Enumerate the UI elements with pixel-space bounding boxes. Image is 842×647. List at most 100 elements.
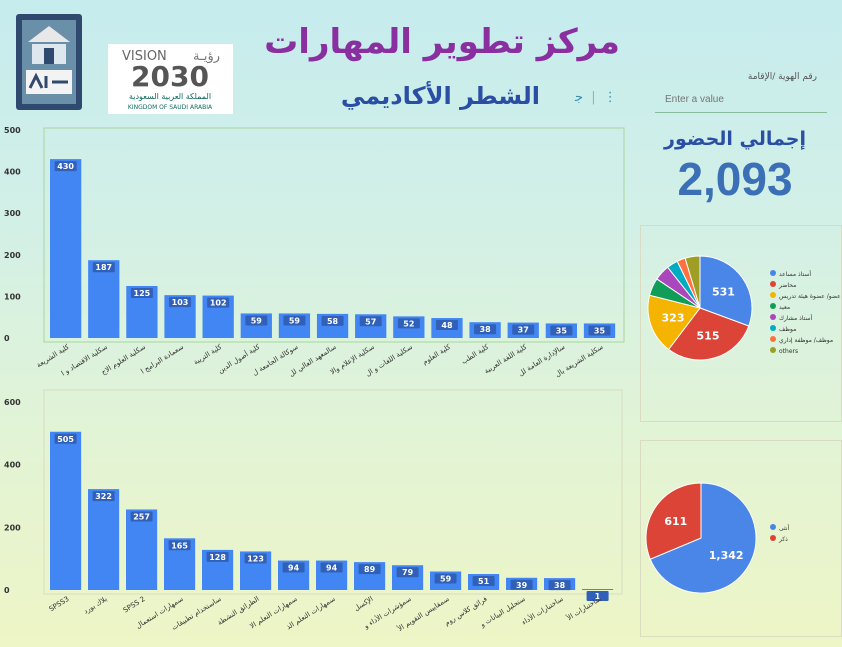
legend-label: أستاذ مشارك <box>779 314 812 322</box>
legend-dot <box>770 524 776 530</box>
data-label: 1 <box>595 592 601 601</box>
data-label-bg <box>435 320 458 331</box>
data-label-bg <box>130 511 153 522</box>
data-label-bg <box>359 316 382 327</box>
pie-slice <box>647 294 701 351</box>
bar <box>126 509 158 590</box>
data-label-bg <box>472 576 495 587</box>
gender-pie-panel: 1,342 611 أنثى ذكر <box>640 440 842 637</box>
data-label: 52 <box>403 319 414 328</box>
legend-dot <box>770 303 776 309</box>
data-label-bg <box>358 564 381 575</box>
legend-dot <box>770 292 776 298</box>
data-label: 58 <box>327 317 339 326</box>
data-label-bg <box>548 580 571 591</box>
slice-label: 531 <box>712 286 735 299</box>
vision-arabic-text: رؤيـة <box>193 49 220 64</box>
x-tick-label: SPSS 2 <box>122 595 147 615</box>
data-label: 94 <box>326 564 338 573</box>
data-label: 257 <box>133 512 150 521</box>
pie-slice <box>667 307 750 361</box>
x-tick-label: كلية التربية <box>192 343 224 367</box>
y-tick-label: 200 <box>4 251 21 260</box>
data-label-bg <box>245 315 268 326</box>
university-logo <box>16 14 82 110</box>
bar <box>88 489 120 590</box>
vision-text: VISION <box>122 49 167 64</box>
data-label: 37 <box>518 326 529 335</box>
y-tick-label: 0 <box>4 586 10 595</box>
rank-pie-panel: 531 515 323 أستاذ مساعد محاضر عضو/ عضوة هيئة … <box>640 225 842 422</box>
data-label: 39 <box>516 581 528 590</box>
legend-dot <box>770 314 776 320</box>
data-label-bg <box>588 325 611 336</box>
data-label-bg <box>169 297 192 308</box>
id-filter-label: رقم الهوية /الإقامة <box>747 72 817 82</box>
slice-label: 515 <box>697 329 720 342</box>
data-label: 59 <box>251 316 263 325</box>
x-tick-label: كلية الشريعة <box>35 343 71 370</box>
y-tick-label: 100 <box>4 292 21 301</box>
legend-label: موظف/ موظفة إداري <box>779 337 833 344</box>
y-tick-label: 0 <box>4 334 10 343</box>
data-label: 102 <box>210 299 227 308</box>
attendance-title: إجمالي الحضور <box>664 128 806 150</box>
data-label-bg <box>512 324 535 335</box>
id-filter[interactable]: رقم الهوية /الإقامة <box>655 66 827 113</box>
id-filter-input[interactable] <box>663 90 817 108</box>
bar <box>50 159 82 338</box>
translate-icon[interactable]: ﺟ <box>575 90 584 105</box>
data-label: 38 <box>480 325 492 334</box>
slice-label: 1,342 <box>709 549 744 562</box>
data-label-bg <box>434 573 457 584</box>
slice-label: 323 <box>662 311 685 324</box>
rank-pie-chart: 531 515 323 أستاذ مساعد محاضر عضو/ عضوة هيئة … <box>647 255 841 361</box>
data-label-bg <box>283 315 306 326</box>
data-label-bg <box>397 318 420 329</box>
pie-slice <box>699 255 753 327</box>
data-label-bg <box>206 551 229 562</box>
vision-2030-logo: VISION رؤيـة 2030 المملكة العربية السعود… <box>108 44 233 114</box>
x-tick-label: ساختبارات الأداء <box>520 594 565 627</box>
data-label: 57 <box>365 317 376 326</box>
data-label: 59 <box>440 575 452 584</box>
legend-label: معيد <box>779 304 790 311</box>
data-label-bg <box>282 562 305 573</box>
y-tick-label: 400 <box>4 168 21 177</box>
vision-year: 2030 <box>131 60 209 93</box>
data-label-bg <box>54 161 77 172</box>
data-label: 51 <box>478 577 490 586</box>
data-label: 128 <box>209 553 226 562</box>
data-label-bg <box>168 540 191 551</box>
x-tick-label: سعمادة البرامج ا <box>139 343 185 376</box>
courses-bar-chart: 0 200 400 600 505 SPSS3 322 بلاك بورد 257 SPSS 2 1… <box>4 389 623 633</box>
divider: | <box>591 90 596 105</box>
legend-dot <box>770 281 776 287</box>
y-tick-label: 400 <box>4 461 21 470</box>
bar <box>582 589 614 590</box>
pie-slice <box>645 482 702 560</box>
legend-dot <box>770 336 776 342</box>
more-vert-icon[interactable]: ⋮ <box>603 90 617 105</box>
page-subtitle: الشطر الأكاديمي <box>340 82 540 110</box>
x-tick-label: بلاك بورد <box>82 595 108 616</box>
data-label: 38 <box>554 581 566 590</box>
data-label-bg <box>550 325 573 336</box>
data-label-bg <box>92 262 115 273</box>
bar <box>88 260 120 338</box>
toolbar: ﺟ | ⋮ <box>575 90 625 108</box>
x-tick-label: كلية العلوم <box>421 343 452 367</box>
data-label: 35 <box>594 326 606 335</box>
data-label-bg <box>244 553 267 564</box>
data-label: 48 <box>441 321 453 330</box>
legend-dot <box>770 347 776 353</box>
data-label: 123 <box>247 554 264 563</box>
data-label-bg <box>586 591 609 601</box>
x-tick-label: SPSS3 <box>48 595 71 613</box>
pie-slice <box>684 255 701 309</box>
y-tick-label: 600 <box>4 398 21 407</box>
kingdom-arabic: المملكة العربية السعودية <box>129 92 211 101</box>
data-label-bg <box>320 562 343 573</box>
data-label-bg <box>130 288 153 298</box>
